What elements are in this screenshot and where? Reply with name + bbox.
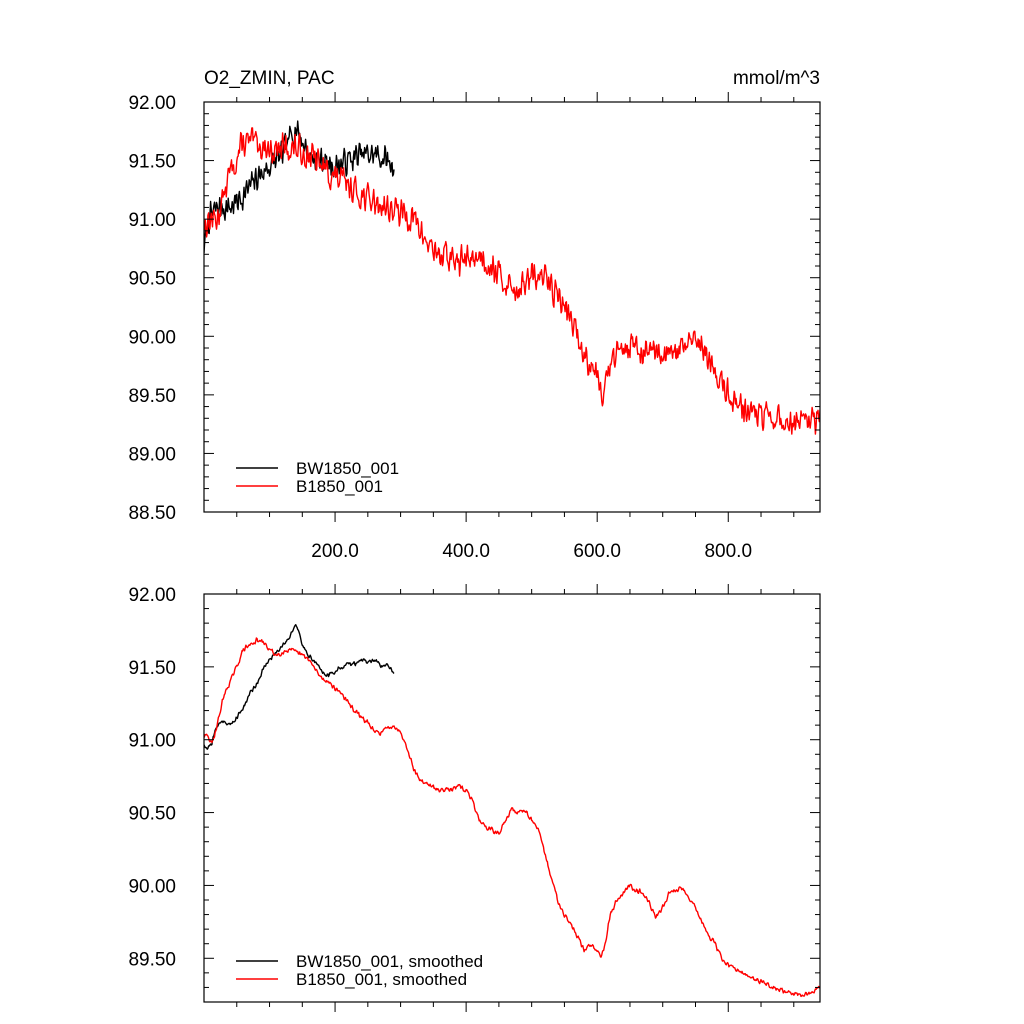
bottom-panel: 89.50 90.00 90.50 91.00 91.50 92.00 BW1850_001… [128,584,821,1012]
series-line-2 [204,127,820,435]
y-tick-label: 90.50 [128,269,176,290]
x-tick-label: 200.0 [311,541,359,562]
x-tick-label: 800.0 [704,541,752,562]
top-panel: 88.50 89.00 89.50 90.00 90.50 91.00 91.50 92.00… [128,92,821,562]
x-tick-label: 600.0 [573,541,621,562]
chart-units: mmol/m^3 [733,68,820,89]
y-tick-label: 89.00 [128,444,176,465]
plot-frame [203,101,821,513]
legend-label-2: B1850_001 [296,477,383,496]
plot-frame [203,593,821,1003]
y-tick-label: 89.50 [128,949,176,970]
x-tick-label: 400.0 [442,541,490,562]
series-line-1 [204,624,395,750]
y-tick-label: 91.50 [128,152,176,173]
y-tick-label: 90.50 [128,804,176,825]
y-tick-label: 91.00 [128,210,176,231]
legend-label-1: BW1850_001 [296,459,399,478]
y-tick-label: 91.00 [128,731,176,752]
y-tick-label: 89.50 [128,386,176,407]
legend-label-1: BW1850_001, smoothed [296,952,483,971]
y-tick-label: 90.00 [128,327,176,348]
y-tick-label: 90.00 [128,876,176,897]
chart-title: O2_ZMIN, PAC [204,68,335,89]
y-tick-label: 88.50 [128,503,176,524]
legend-label-2: B1850_001, smoothed [296,970,467,989]
y-tick-label: 92.00 [128,93,176,114]
series-line-2 [204,637,820,998]
y-tick-label: 91.50 [128,658,176,679]
y-tick-label: 92.00 [128,585,176,606]
